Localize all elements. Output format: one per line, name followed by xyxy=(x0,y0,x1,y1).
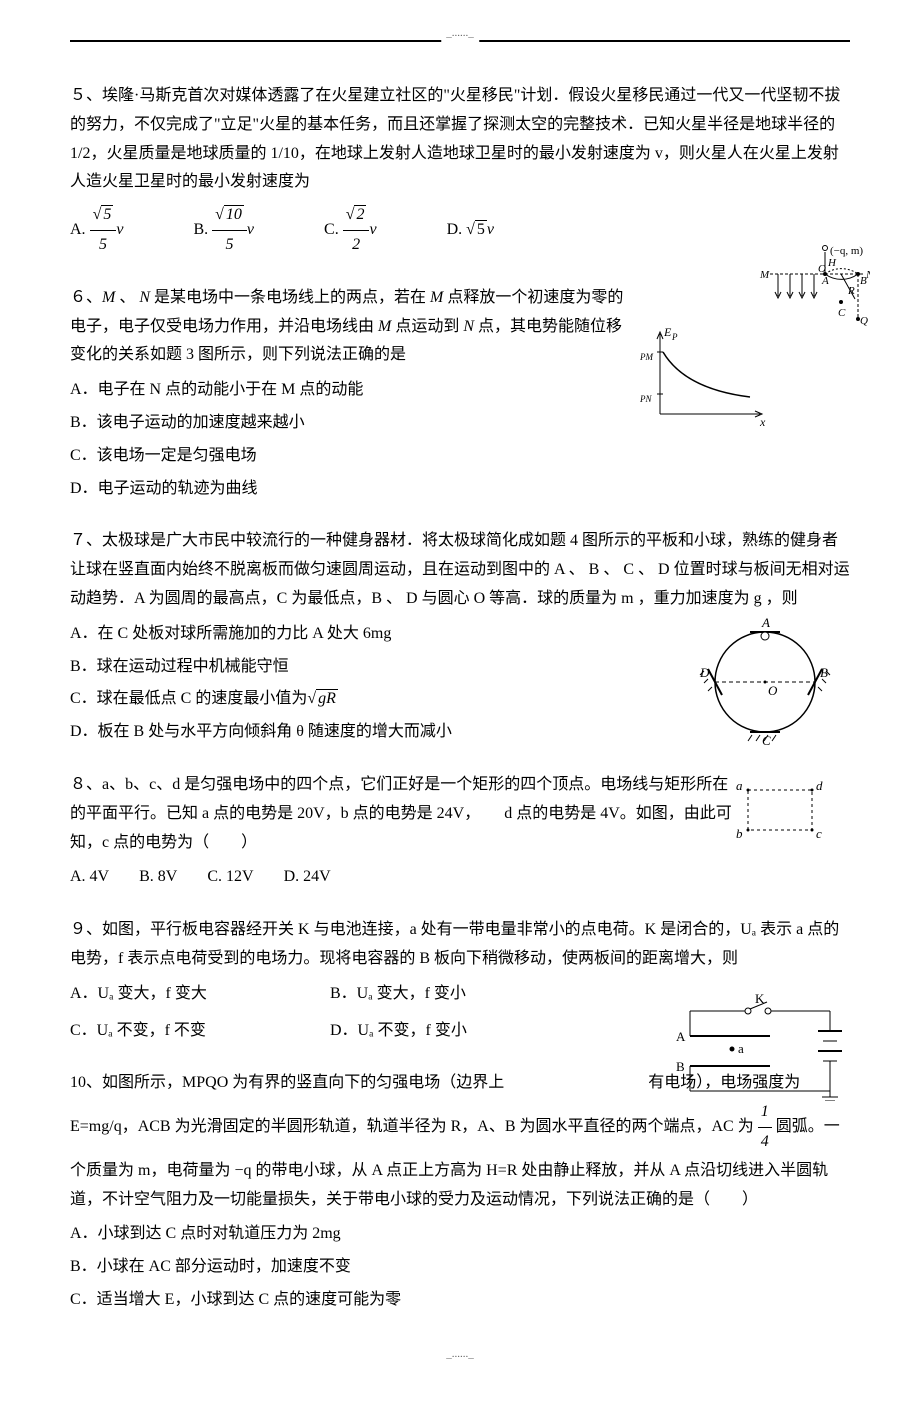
q8-label: ８、 xyxy=(70,776,102,793)
q6-opt-c: C．该电场一定是匀强电场 xyxy=(70,442,850,471)
q9-opt-b: B．Uₐ 变大，f 变小 xyxy=(330,980,570,1009)
q7-label: ７、 xyxy=(70,532,102,549)
q5-c-label: C. xyxy=(324,221,339,238)
problem-8: a d b c ８、a、b、c、d 是匀强电场中的四个点，它们正好是一个矩形的四… xyxy=(70,771,850,892)
q5-opt-a: A. 5 5v xyxy=(70,201,123,260)
q5-body: 埃隆·马斯克首次对媒体透露了在火星建立社区的"火星移民"计划．假设火星移民通过一… xyxy=(70,87,840,190)
svg-text:C: C xyxy=(762,733,771,747)
q5-b-num: 10 xyxy=(224,205,244,223)
svg-text:c: c xyxy=(816,826,822,841)
figure-8: a d b c xyxy=(730,776,830,857)
q8-opt-a: A. 4V xyxy=(70,863,109,892)
figure-6: (−q, m) H M O N A B xyxy=(640,244,870,445)
problem-6: (−q, m) H M O N A B xyxy=(70,284,850,504)
q5-a-suf: v xyxy=(116,221,123,238)
svg-text:x: x xyxy=(759,415,766,429)
svg-text:P: P xyxy=(671,332,678,342)
problem-7-text: ７、太极球是广大市民中较流行的一种健身器材．将太极球简化成如题 4 图所示的平板… xyxy=(70,527,850,613)
q6-opt-d: D．电子运动的轨迹为曲线 xyxy=(70,475,850,504)
svg-text:M: M xyxy=(759,269,770,281)
q10-options: A．小球到达 C 点时对轨道压力为 2mg B．小球在 AC 部分运动时，加速度… xyxy=(70,1220,850,1314)
q5-opt-d: D. 5v xyxy=(447,216,494,245)
q5-d-val: 5 xyxy=(475,220,487,238)
q7-c-sqrt: gR xyxy=(316,689,338,707)
q10-frac-den: 4 xyxy=(758,1128,772,1157)
svg-text:d: d xyxy=(816,778,823,793)
q8-opt-d: D. 24V xyxy=(284,863,331,892)
q8-opt-b: B. 8V xyxy=(139,863,177,892)
svg-text:a: a xyxy=(738,1041,744,1056)
q9-opt-d: D．Uₐ 不变，f 变小 xyxy=(330,1017,570,1046)
q5-opt-c: C. 2 2v xyxy=(324,201,377,260)
q5-b-label: B. xyxy=(193,221,208,238)
q9-opt-c: C．Uₐ 不变，f 不变 xyxy=(70,1017,310,1046)
q5-d-label: D. xyxy=(447,221,463,238)
problem-5-text: ５、埃隆·马斯克首次对媒体透露了在火星建立社区的"火星移民"计划．假设火星移民通… xyxy=(70,82,850,197)
q10-opt-c: C．适当增大 E，小球到达 C 点的速度可能为零 xyxy=(70,1286,850,1315)
header-marker: _......_ xyxy=(441,24,479,44)
svg-text:PM: PM xyxy=(640,352,653,362)
q6-diag-qm: (−q, m) xyxy=(830,245,863,257)
problem-9: K A a B xyxy=(70,916,850,1045)
q5-c-num: 2 xyxy=(354,205,366,223)
q5-d-suf: v xyxy=(487,221,494,238)
q5-b-suf: v xyxy=(247,221,254,238)
svg-text:A: A xyxy=(761,617,770,630)
q5-b-den: 5 xyxy=(212,231,247,260)
q10-body1: 如图所示，MPQO 为有界的竖直向下的匀强电场（边界上 有电场），电场强度为 E… xyxy=(70,1074,800,1135)
figure-7: A C D B O xyxy=(690,617,840,758)
problem-9-text: ９、如图，平行板电容器经开关 K 与电池连接，a 处有一带电量非常小的点电荷。K… xyxy=(70,916,850,974)
q9-body: 如图，平行板电容器经开关 K 与电池连接，a 处有一带电量非常小的点电荷。K 是… xyxy=(70,921,839,967)
svg-text:C: C xyxy=(838,307,846,319)
q6-body: 是某电场中一条电场线上的两点，若在 M 点释放一个初速度为零的电子，电子仅受电场… xyxy=(70,289,623,364)
q10-frac-num: 1 xyxy=(758,1098,772,1128)
problem-10: 10、如图所示，MPQO 为有界的竖直向下的匀强电场（边界上 有电场），电场强度… xyxy=(70,1069,850,1314)
svg-text:PN: PN xyxy=(640,394,652,404)
problem-10-text: 10、如图所示，MPQO 为有界的竖直向下的匀强电场（边界上 有电场），电场强度… xyxy=(70,1069,850,1214)
q10-opt-b: B．小球在 AC 部分运动时，加速度不变 xyxy=(70,1253,850,1282)
svg-text:a: a xyxy=(736,778,743,793)
problem-5: ５、埃隆·马斯克首次对媒体透露了在火星建立社区的"火星移民"计划．假设火星移民通… xyxy=(70,82,850,260)
q6-label: ６、 xyxy=(70,289,102,306)
q8-opt-c: C. 12V xyxy=(207,863,253,892)
svg-text:A: A xyxy=(821,275,829,287)
problem-7: A C D B O xyxy=(70,527,850,747)
q5-opt-b: B. 10 5v xyxy=(193,201,254,260)
q10-label: 10、 xyxy=(70,1074,102,1091)
svg-text:D: D xyxy=(699,665,710,680)
q8-options: A. 4V B. 8V C. 12V D. 24V xyxy=(70,863,850,892)
q7-body: 太极球是广大市民中较流行的一种健身器材．将太极球简化成如题 4 图所示的平板和小… xyxy=(70,532,850,607)
q10-opt-a: A．小球到达 C 点时对轨道压力为 2mg xyxy=(70,1220,850,1249)
svg-text:b: b xyxy=(736,826,743,841)
svg-text:B: B xyxy=(860,275,867,287)
svg-text:O: O xyxy=(768,683,778,698)
svg-text:A: A xyxy=(676,1029,686,1044)
q9-opt-a: A．Uₐ 变大，f 变大 xyxy=(70,980,310,1009)
q8-body: a、b、c、d 是匀强电场中的四个点，它们正好是一个矩形的四个顶点。电场线与矩形… xyxy=(70,776,732,851)
svg-text:Q: Q xyxy=(860,315,868,327)
q5-a-label: A. xyxy=(70,221,86,238)
q5-c-suf: v xyxy=(369,221,376,238)
header-rule: _......_ xyxy=(70,40,850,42)
q7-c-pre: C．球在最低点 C 的速度最小值为 xyxy=(70,690,307,707)
q5-a-den: 5 xyxy=(90,231,117,260)
q5-c-den: 2 xyxy=(343,231,370,260)
q5-label: ５、 xyxy=(70,87,102,104)
svg-text:E: E xyxy=(663,325,672,339)
q9-label: ９、 xyxy=(70,921,102,938)
footer-marker: _......_ xyxy=(70,1345,850,1365)
q5-a-num: 5 xyxy=(101,205,113,223)
svg-text:H: H xyxy=(827,257,837,269)
